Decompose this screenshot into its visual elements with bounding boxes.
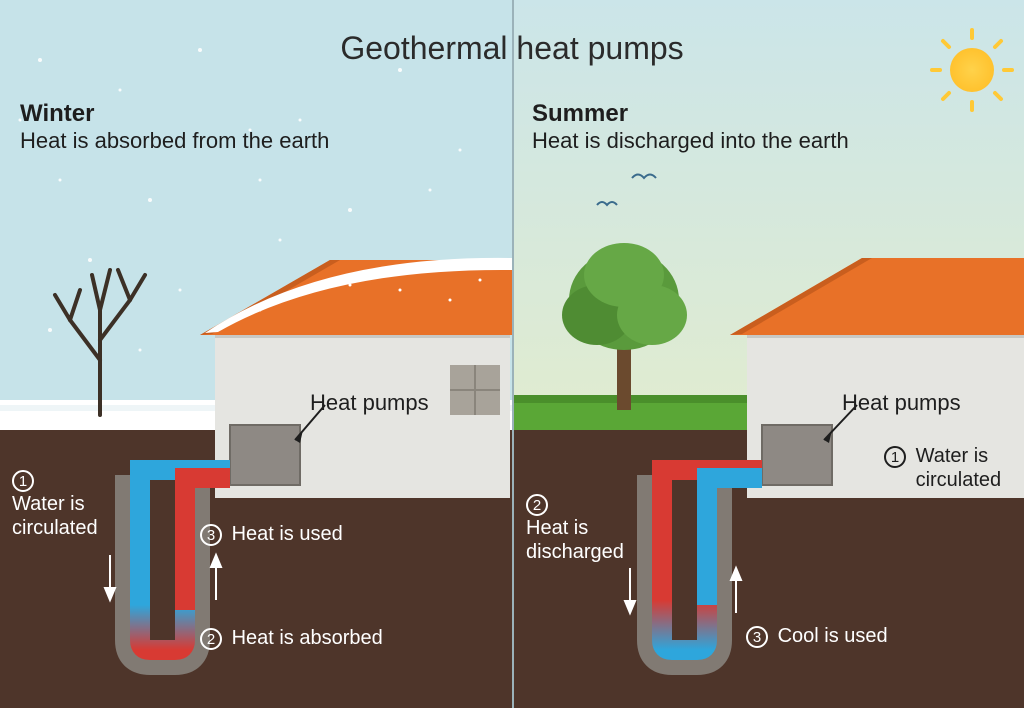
summer-subtitle: Heat is discharged into the earth [532,128,849,154]
winter-season-title: Winter [20,100,94,128]
winter-panel: Winter Heat is absorbed from the earth H… [0,0,512,708]
step-text: Heat is used [232,523,343,545]
summer-season-title: Summer [532,100,628,128]
summer-step-1: 1 Water is circulated [884,444,1001,492]
step-text: Water is circulated [12,493,98,539]
winter-heatpump-label: Heat pumps [310,390,429,416]
winter-step-1: 1 Water is circulated [12,468,98,540]
winter-step-3: 3 Heat is used [200,522,343,546]
step-text: Heat is absorbed [232,627,383,649]
winter-subtitle: Heat is absorbed from the earth [20,128,329,154]
step-number-icon: 3 [200,524,222,546]
summer-step-2: 2 Heat is discharged [526,492,624,564]
step-text: Water is circulated [916,444,1002,492]
winter-step-2: 2 Heat is absorbed [200,626,383,650]
panel-divider [512,0,514,708]
step-text: Cool is used [778,625,888,647]
step-number-icon: 1 [12,470,34,492]
summer-step-3: 3 Cool is used [746,624,888,648]
step-text: Heat is discharged [526,517,624,563]
step-number-icon: 2 [200,628,222,650]
step-number-icon: 3 [746,626,768,648]
step-number-icon: 1 [884,446,906,468]
summer-heatpump-label: Heat pumps [842,390,961,416]
step-number-icon: 2 [526,494,548,516]
summer-panel: Summer Heat is discharged into the earth… [512,0,1024,708]
